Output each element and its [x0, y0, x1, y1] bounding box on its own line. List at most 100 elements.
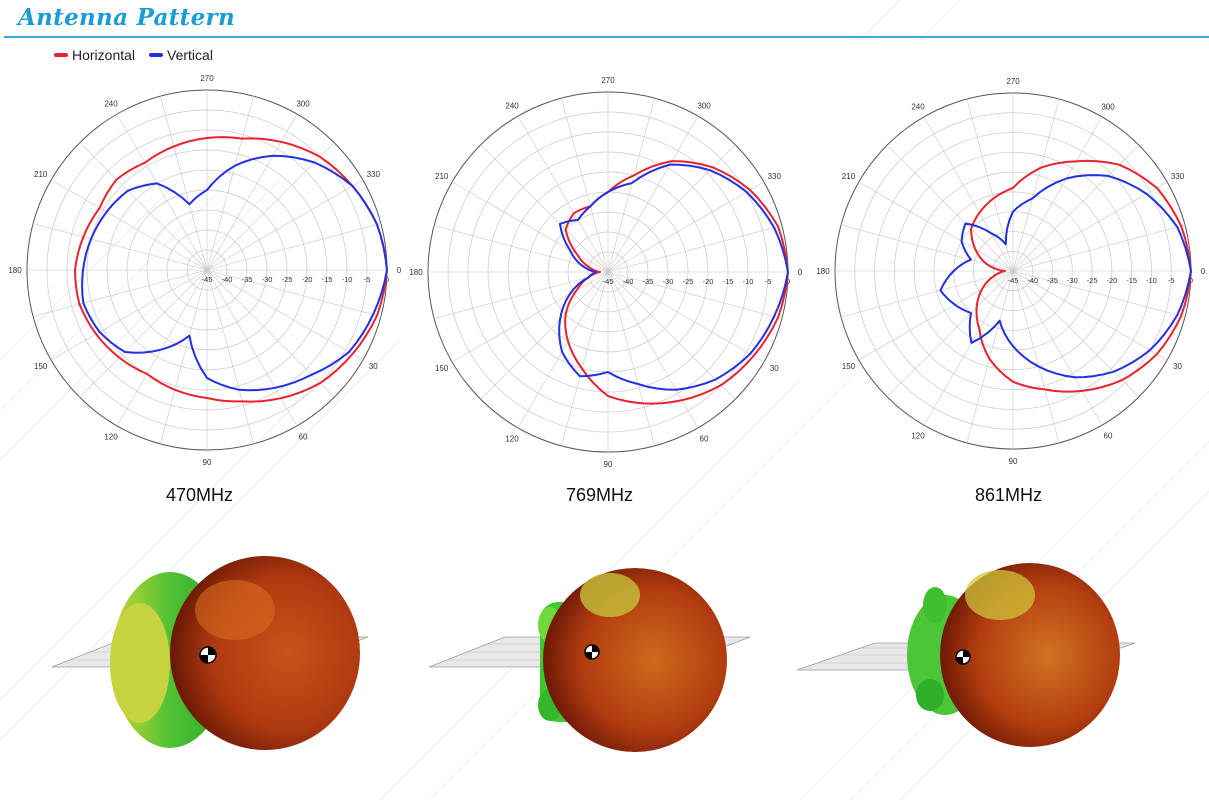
angle-tick-label: 30: [369, 362, 378, 371]
polar-spoke: [1012, 270, 1140, 398]
angle-tick-label: 0: [1201, 267, 1206, 276]
radial-tick-label: -20: [302, 275, 313, 284]
polar-spoke: [886, 270, 1014, 398]
polar-spoke: [607, 144, 736, 273]
series-line-vertical: [558, 163, 789, 391]
polar-spoke: [160, 96, 208, 271]
radiation-pattern-3d-861mhz: [796, 563, 1136, 747]
polar-spoke: [607, 271, 782, 319]
angle-tick-label: 60: [299, 432, 308, 441]
radiation-pattern-3d-470mhz: [51, 556, 369, 750]
angle-tick-label: 120: [104, 432, 118, 441]
polar-spoke: [1012, 270, 1168, 361]
angle-tick-label: 300: [296, 100, 310, 109]
radial-tick-label: -35: [242, 275, 253, 284]
series-line-horizontal: [564, 160, 789, 405]
polar-spoke: [517, 271, 609, 429]
angle-tick-label: 270: [601, 76, 615, 85]
polar-spoke: [33, 269, 208, 317]
angle-tick-label: 150: [435, 364, 449, 373]
radial-tick-label: -30: [663, 277, 674, 286]
polar-spoke: [480, 271, 609, 400]
angle-tick-label: 330: [1171, 172, 1185, 181]
polar-spoke: [607, 115, 699, 273]
polar-spoke: [1012, 224, 1186, 272]
polar-spoke: [79, 269, 208, 398]
polar-spoke: [607, 271, 765, 363]
angle-tick-label: 210: [34, 170, 48, 179]
polar-spoke: [607, 181, 765, 273]
radial-tick-label: -35: [643, 277, 654, 286]
polar-spoke: [1012, 144, 1140, 272]
series-line-vertical: [939, 174, 1192, 379]
angle-tick-label: 210: [435, 172, 449, 181]
polar-spoke: [517, 115, 609, 273]
polar-spoke: [206, 113, 298, 271]
radial-tick-label: -15: [1126, 276, 1137, 285]
radial-tick-label: -30: [262, 275, 273, 284]
legend-item-horizontal: Horizontal: [54, 47, 135, 63]
radial-tick-label: -25: [1087, 276, 1098, 285]
frequency-label-769mhz: 769MHz: [566, 485, 634, 505]
angle-tick-label: 150: [842, 362, 856, 371]
angle-tick-label: 270: [1006, 77, 1020, 86]
angle-tick-label: 60: [1104, 432, 1113, 441]
polar-spoke: [434, 271, 609, 319]
angle-tick-label: 180: [8, 266, 22, 275]
polar-spoke: [607, 271, 655, 446]
angle-tick-label: 240: [505, 102, 519, 111]
angle-tick-label: 120: [911, 432, 925, 441]
legend-swatch-vertical: [149, 53, 164, 57]
radial-tick-label: -5: [765, 277, 772, 286]
legend-label-vertical: Vertical: [167, 47, 213, 63]
page-title: Antenna Pattern: [18, 4, 235, 31]
series-line-vertical: [81, 154, 388, 392]
radial-tick-label: -35: [1047, 276, 1058, 285]
series-line-horizontal: [74, 136, 388, 403]
polar-spoke: [607, 225, 782, 273]
angle-tick-label: 300: [697, 102, 711, 111]
polar-spoke: [607, 98, 655, 273]
radial-tick-label: -5: [364, 275, 371, 284]
angle-tick-label: 270: [200, 74, 214, 83]
angle-tick-label: 150: [34, 362, 48, 371]
polar-spoke: [50, 179, 208, 271]
polar-spoke: [1012, 116, 1103, 272]
radial-tick-label: -5: [1168, 276, 1175, 285]
angle-tick-label: 180: [816, 267, 830, 276]
angle-tick-label: 240: [104, 100, 118, 109]
angle-tick-label: 0: [798, 268, 803, 277]
polar-spoke: [206, 223, 381, 271]
polar-spoke: [79, 142, 208, 271]
radial-tick-label: 0: [385, 275, 389, 284]
radial-tick-label: -20: [703, 277, 714, 286]
polar-spoke: [206, 269, 364, 361]
radial-tick-label: -15: [723, 277, 734, 286]
radial-tick-label: -30: [1067, 276, 1078, 285]
radial-tick-label: -25: [282, 275, 293, 284]
radial-tick-label: -10: [1146, 276, 1157, 285]
radial-tick-label: -25: [683, 277, 694, 286]
polar-spoke: [206, 269, 298, 427]
polar-spoke: [33, 223, 208, 271]
polar-spoke: [116, 269, 208, 427]
polar-spoke: [858, 270, 1014, 361]
angle-tick-label: 0: [397, 266, 402, 275]
polar-spoke: [206, 96, 254, 271]
polar-spoke: [561, 98, 609, 273]
polar-spoke: [206, 269, 254, 444]
radial-tick-label: 0: [786, 277, 790, 286]
angle-tick-label: 210: [842, 172, 856, 181]
polar-spoke: [206, 269, 381, 317]
polar-spoke: [1012, 98, 1060, 272]
angle-tick-label: 90: [203, 458, 212, 467]
polar-spoke: [923, 270, 1014, 426]
polar-spoke: [840, 270, 1014, 318]
angle-tick-label: 180: [409, 268, 423, 277]
radial-tick-label: -40: [222, 275, 233, 284]
polar-spoke: [858, 181, 1014, 272]
polar-spoke: [1012, 181, 1168, 272]
angle-tick-label: 60: [700, 434, 709, 443]
radial-tick-label: -10: [743, 277, 754, 286]
frequency-label-470mhz: 470MHz: [166, 485, 234, 505]
